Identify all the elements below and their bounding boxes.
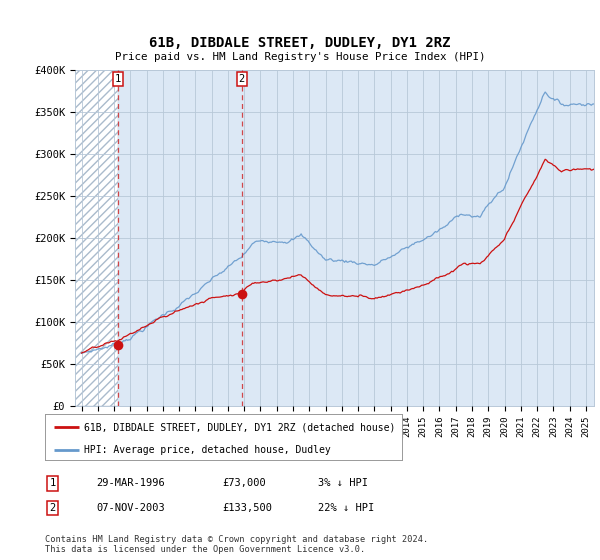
Bar (75, 70, 118, 406)
Text: 3% ↓ HPI: 3% ↓ HPI (318, 478, 368, 488)
Text: 2: 2 (50, 503, 56, 513)
Text: 1: 1 (50, 478, 56, 488)
Text: £133,500: £133,500 (222, 503, 272, 513)
Bar (118, 70, 242, 406)
Text: 61B, DIBDALE STREET, DUDLEY, DY1 2RZ (detached house): 61B, DIBDALE STREET, DUDLEY, DY1 2RZ (de… (84, 422, 395, 432)
Text: HPI: Average price, detached house, Dudley: HPI: Average price, detached house, Dudl… (84, 445, 331, 455)
Text: 61B, DIBDALE STREET, DUDLEY, DY1 2RZ: 61B, DIBDALE STREET, DUDLEY, DY1 2RZ (149, 36, 451, 50)
Text: 2: 2 (239, 74, 245, 84)
Text: Contains HM Land Registry data © Crown copyright and database right 2024.
This d: Contains HM Land Registry data © Crown c… (45, 535, 428, 554)
Text: Price paid vs. HM Land Registry's House Price Index (HPI): Price paid vs. HM Land Registry's House … (115, 52, 485, 62)
Text: 22% ↓ HPI: 22% ↓ HPI (318, 503, 374, 513)
Text: 29-MAR-1996: 29-MAR-1996 (96, 478, 165, 488)
Bar (75, 70, 118, 406)
Text: 07-NOV-2003: 07-NOV-2003 (96, 503, 165, 513)
Text: £73,000: £73,000 (222, 478, 266, 488)
Text: 1: 1 (115, 74, 121, 84)
